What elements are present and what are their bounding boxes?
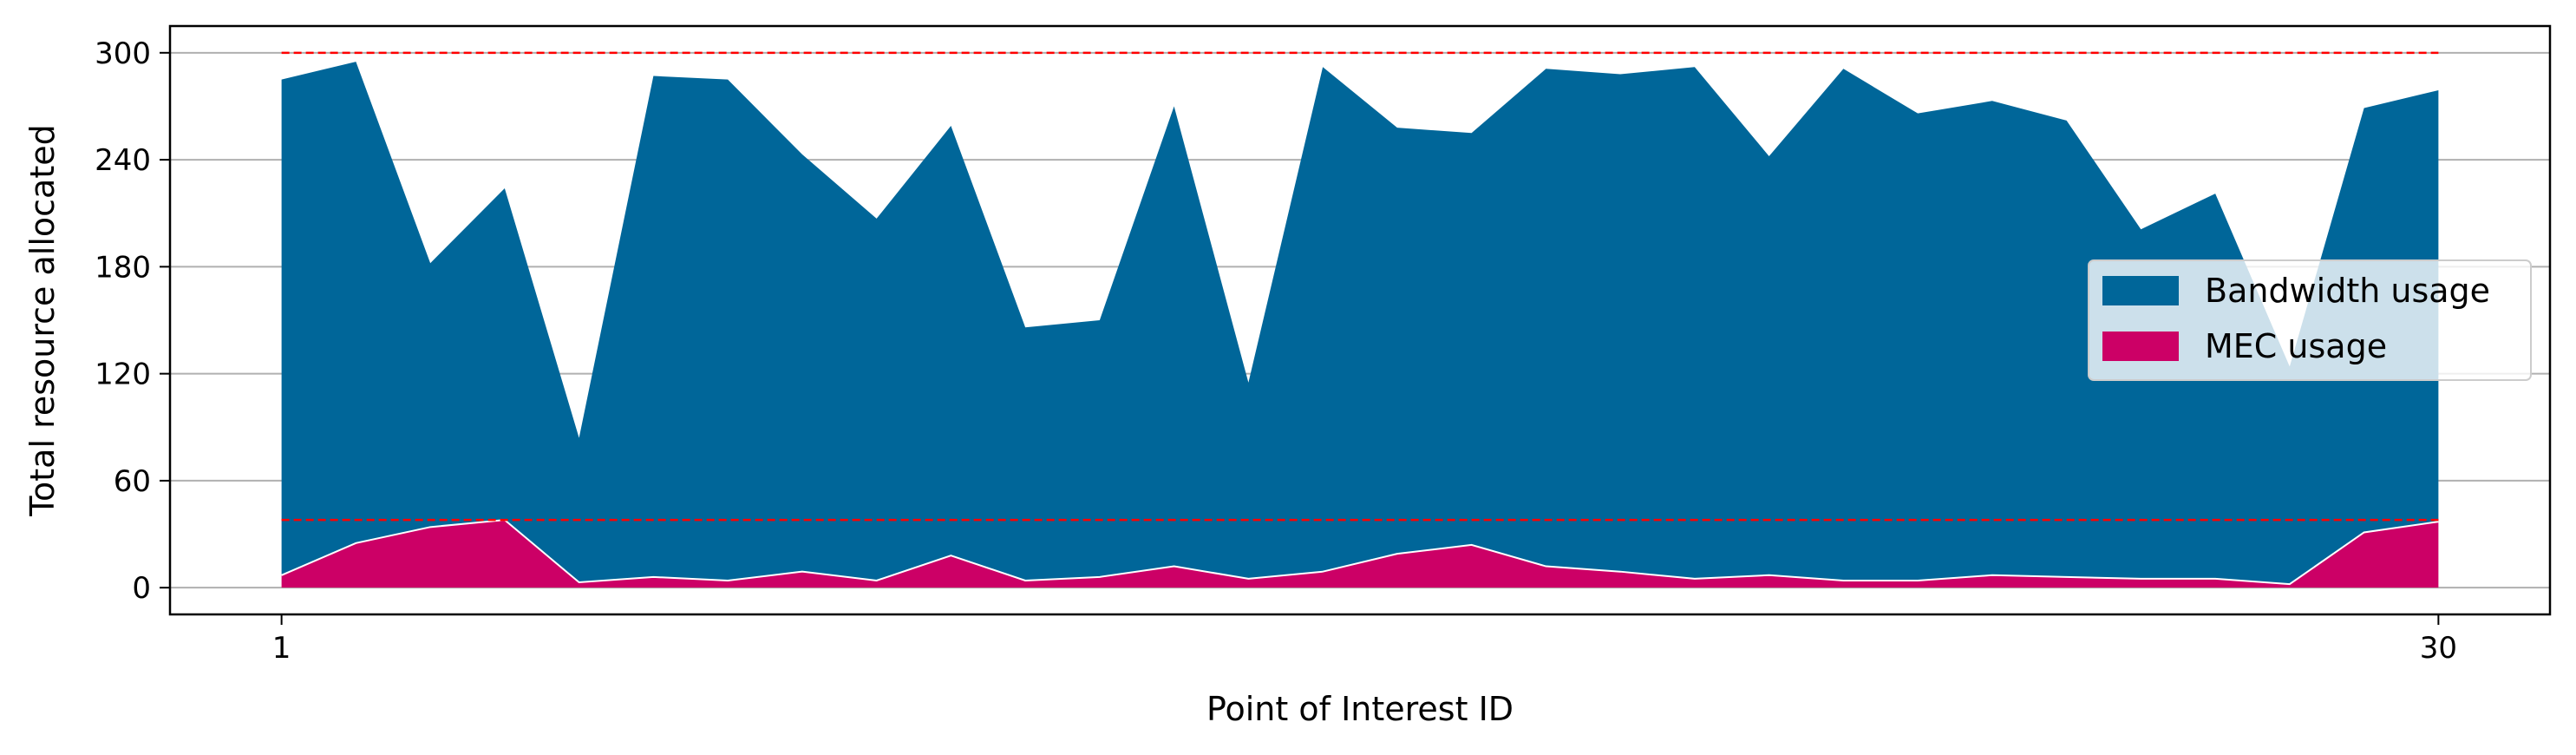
series-boundary-line bbox=[281, 519, 2439, 586]
legend: Bandwidth usage MEC usage bbox=[2088, 259, 2532, 381]
x-tick-label: 30 bbox=[2420, 631, 2457, 666]
axis-ticks: 0 60 120 180 240 300 1 30 bbox=[95, 36, 2457, 666]
plot-frame bbox=[168, 24, 2552, 616]
legend-label-bandwidth: Bandwidth usage bbox=[2205, 272, 2490, 310]
reference-lines bbox=[281, 51, 2439, 522]
y-axis-title: Total resource allocated bbox=[23, 124, 62, 517]
x-axis-title: Point of Interest ID bbox=[1206, 690, 1514, 728]
mec-usage-area bbox=[281, 520, 2439, 588]
legend-label-mec: MEC usage bbox=[2205, 327, 2387, 365]
y-tick-label: 0 bbox=[132, 571, 151, 606]
y-tick-label: 300 bbox=[95, 36, 151, 71]
area-series bbox=[281, 62, 2439, 588]
legend-swatch-bandwidth bbox=[2102, 276, 2179, 305]
legend-swatch-mec bbox=[2102, 332, 2179, 361]
y-tick-label: 240 bbox=[95, 143, 151, 178]
legend-box bbox=[2088, 259, 2532, 381]
x-tick-label: 1 bbox=[272, 631, 291, 666]
y-tick-label: 60 bbox=[114, 464, 151, 499]
y-tick-label: 120 bbox=[95, 358, 151, 392]
y-tick-label: 180 bbox=[95, 250, 151, 285]
bandwidth-usage-area bbox=[281, 62, 2439, 585]
